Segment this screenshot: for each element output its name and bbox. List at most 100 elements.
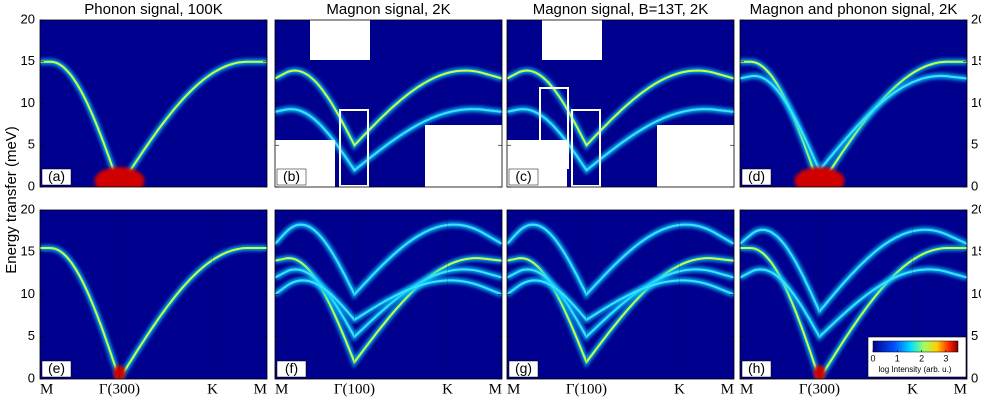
- panel-label: (b): [283, 168, 300, 184]
- panel: (a) Phonon signal, 100K: [39, 1, 268, 188]
- panel: (d) Magnon and phonon signal, 2K: [739, 1, 968, 188]
- y-tick-label: 0: [28, 370, 35, 385]
- heatmap: [40, 210, 267, 379]
- panel-label: (d): [748, 168, 765, 184]
- panel-label: (g): [515, 360, 532, 376]
- x-tick-label: Γ(300): [99, 381, 140, 397]
- colorbar: [872, 340, 959, 353]
- y-tick-label: 5: [28, 137, 35, 152]
- panel-label-bg: [508, 360, 539, 378]
- y-tick-label: 0: [971, 370, 978, 385]
- panel-label-bg: [276, 168, 307, 186]
- panel-label: (f): [285, 360, 298, 376]
- panel-title: Magnon signal, B=13T, 2K: [533, 1, 709, 18]
- x-tick-label: M: [740, 381, 753, 397]
- branch: [40, 247, 267, 379]
- y-tick-label: 20: [21, 11, 35, 26]
- panel-title: Magnon signal, 2K: [326, 1, 450, 18]
- panel: (c) Magnon signal, B=13T, 2K: [506, 1, 735, 188]
- y-tick-label: 10: [971, 95, 981, 110]
- branch: [507, 279, 734, 322]
- x-tick-label: K: [442, 381, 453, 397]
- branch: [507, 69, 734, 148]
- x-tick-label: M: [954, 381, 967, 397]
- x-tick-label: Γ(100): [566, 381, 607, 397]
- y-tick-label: 10: [21, 95, 35, 110]
- branch: [740, 268, 967, 339]
- branch: [740, 247, 967, 379]
- panel: (f) M Γ(100) K M: [274, 209, 503, 397]
- mask: [425, 125, 502, 187]
- y-tick-label: 20: [971, 201, 981, 216]
- y-axis-label: Energy transfer (meV): [3, 126, 20, 274]
- x-tick-label: Γ(300): [799, 381, 840, 397]
- heatmap: [740, 20, 967, 187]
- y-tick-label: 10: [971, 286, 981, 301]
- panel-label: (a): [48, 168, 65, 184]
- heatmap-bg: [40, 20, 267, 187]
- panel: (g) M Γ(100) K M: [506, 209, 735, 397]
- y-tick-label: 5: [971, 328, 978, 343]
- branch: [275, 108, 502, 172]
- mask: [542, 20, 602, 60]
- x-tick-label: M: [489, 381, 502, 397]
- x-tick-label: K: [207, 381, 218, 397]
- colorbar-tick-label: 0: [870, 353, 875, 363]
- x-tick-label: K: [907, 381, 918, 397]
- branch: [507, 223, 734, 297]
- heatmap: [40, 20, 267, 187]
- highlight-box: [539, 87, 569, 169]
- y-tick-label: 20: [21, 201, 35, 216]
- x-tick-label: M: [254, 381, 267, 397]
- y-tick-label: 5: [971, 137, 978, 152]
- panel-label: (e): [48, 360, 65, 376]
- y-tick-label: 0: [971, 178, 978, 193]
- branch: [275, 223, 502, 297]
- panel-label-bg: [741, 360, 772, 378]
- highlight-box: [571, 109, 601, 187]
- panel: (b) Magnon signal, 2K: [274, 1, 503, 188]
- mask: [310, 20, 370, 60]
- y-tick-label: 15: [21, 244, 35, 259]
- heatmap: [275, 20, 502, 187]
- y-tick-label: 15: [21, 53, 35, 68]
- heatmap: [507, 210, 734, 379]
- heatmap-bg: [740, 20, 967, 187]
- x-tick-label: Γ(100): [334, 381, 375, 397]
- branch: [740, 74, 967, 173]
- branch: [40, 60, 267, 187]
- highlight-box: [339, 109, 369, 187]
- panel-label: (h): [748, 360, 765, 376]
- panel-label-bg: [741, 168, 772, 186]
- y-tick-label: 15: [971, 53, 981, 68]
- colorbar-tick-label: 2: [919, 353, 924, 363]
- heatmap-bg: [275, 210, 502, 379]
- x-tick-label: M: [40, 381, 53, 397]
- panel-label-bg: [41, 360, 72, 378]
- panel-title: Phonon signal, 100K: [84, 1, 222, 18]
- branch: [507, 108, 734, 172]
- heatmap-bg: [40, 210, 267, 379]
- panel-label-bg: [41, 168, 72, 186]
- y-tick-label: 0: [28, 178, 35, 193]
- branch: [740, 60, 967, 187]
- colorbar-tick-label: 1: [895, 353, 900, 363]
- y-tick-label: 10: [21, 286, 35, 301]
- colorbar-label: log Intensity (arb. u.): [879, 365, 952, 374]
- branch: [275, 268, 502, 339]
- panel: (h) M Γ(300) K M: [739, 209, 968, 397]
- y-tick-label: 20: [971, 11, 981, 26]
- hotspot: [794, 167, 845, 187]
- x-tick-label: K: [674, 381, 685, 397]
- panel-title: Magnon and phonon signal, 2K: [750, 1, 958, 18]
- branch: [507, 268, 734, 339]
- branch: [275, 279, 502, 322]
- x-tick-label: M: [721, 381, 734, 397]
- panel-label: (c): [515, 168, 531, 184]
- heatmap: [507, 20, 734, 187]
- heatmap: [275, 210, 502, 379]
- panel-label-bg: [276, 360, 307, 378]
- branch: [275, 69, 502, 148]
- heatmap: [740, 210, 967, 379]
